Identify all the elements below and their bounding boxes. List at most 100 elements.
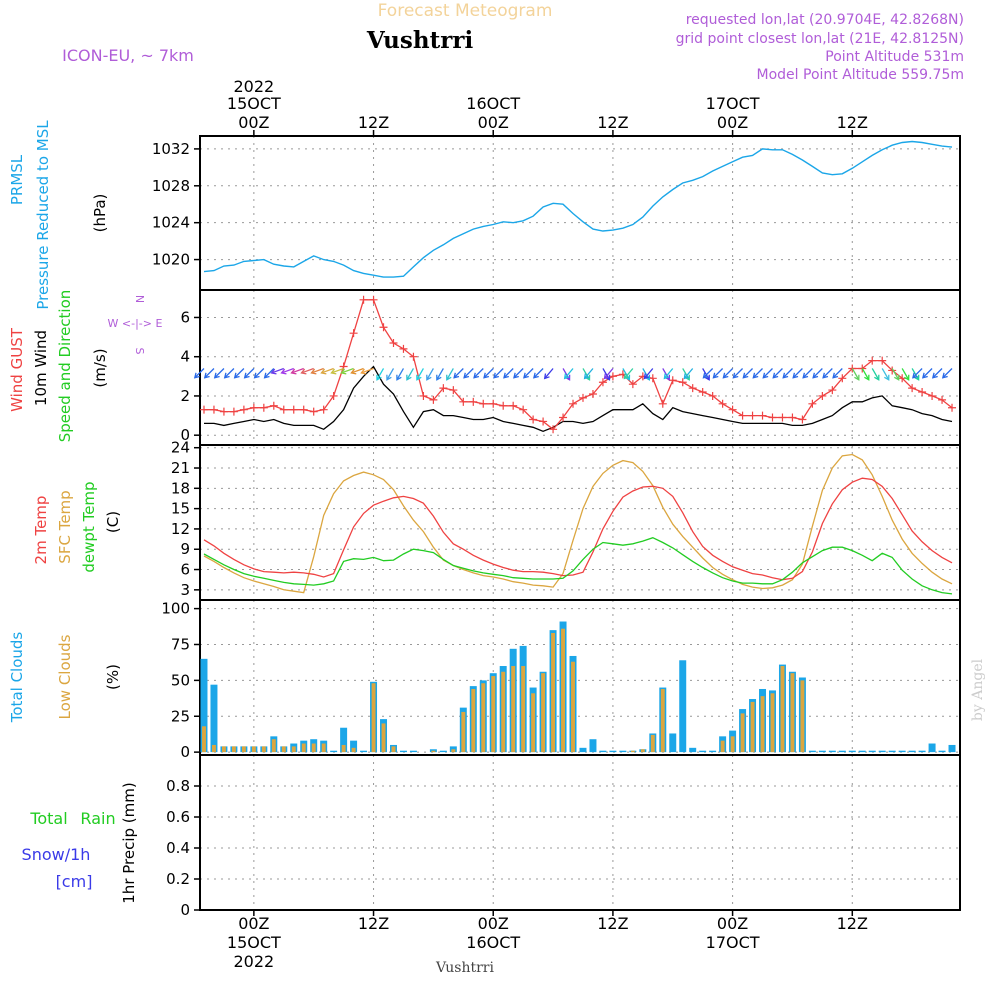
gust-marker (598, 378, 607, 387)
wind-direction-arrow (832, 368, 843, 379)
precip-label-total: Total (29, 809, 67, 828)
wind-direction-arrowhead (406, 374, 412, 381)
low-cloud-bar (351, 747, 356, 753)
gust-marker (798, 415, 807, 424)
wind-direction-arrowhead (350, 368, 357, 375)
top-hour-label: 12Z (358, 113, 389, 132)
low-cloud-bar (212, 744, 216, 753)
wind-direction-arrow (643, 368, 654, 379)
precip-label-snow: Snow/1h (22, 845, 91, 864)
pressure-label-1: PRMSL (8, 154, 26, 205)
wind-direction-arrow (204, 368, 215, 379)
low-cloud-bar (800, 680, 805, 753)
wind-direction-arrow (523, 368, 534, 379)
y-tick-label: 18 (171, 479, 190, 497)
wind-direction-arrowhead (386, 374, 392, 381)
low-cloud-bar (571, 661, 575, 753)
gust-marker (509, 401, 518, 410)
wind-direction-arrow (712, 368, 724, 379)
total-cloud-bar (818, 750, 826, 753)
low-cloud-bar (202, 726, 206, 753)
gust-marker (539, 417, 548, 426)
wind-direction-arrowhead (223, 372, 230, 379)
low-cloud-bar (251, 746, 256, 753)
bottom-day-label: 17OCT (706, 933, 760, 952)
wind-direction-arrow (406, 368, 415, 381)
total-cloud-bar (669, 733, 677, 753)
wind-direction-arrow (483, 368, 494, 379)
gust-marker (918, 388, 927, 397)
wind-direction-arrowhead (712, 372, 719, 379)
wind-direction-arrowhead (663, 373, 670, 380)
y-tick-label: 0 (180, 901, 190, 919)
top-day-label: 16OCT (466, 94, 520, 113)
gust-marker (778, 413, 787, 422)
low-cloud-bar (531, 693, 536, 753)
gust-marker (748, 411, 757, 420)
gust-marker (499, 401, 508, 410)
low-cloud-bar (321, 743, 326, 753)
total-cloud-bar (918, 750, 926, 753)
total-cloud-bar (928, 743, 936, 753)
wind-direction-arrow (264, 368, 275, 379)
top-hour-label: 00Z (717, 113, 748, 132)
total-cloud-bar (689, 747, 697, 753)
wind-direction-arrowhead (941, 372, 948, 379)
y-tick-label: 1024 (152, 214, 190, 232)
gust-marker (738, 411, 747, 420)
y-tick-label: 0 (180, 743, 190, 761)
top-day-label: 15OCT (227, 94, 281, 113)
gust-marker (429, 395, 438, 404)
wind-direction-arrow (901, 368, 910, 381)
wind-direction-arrow (702, 368, 714, 379)
wind-direction-arrowhead (702, 372, 709, 379)
gust-marker (549, 425, 558, 434)
wind-direction-arrowhead (543, 373, 550, 380)
wind-direction-arrowhead (603, 373, 610, 380)
total-cloud-bar (898, 750, 906, 753)
gust-marker (439, 384, 448, 393)
gust-marker (409, 352, 418, 361)
wind-speed-line (204, 365, 953, 433)
low-cloud-bar (221, 746, 226, 753)
total-cloud-bar (679, 660, 687, 753)
wind-direction-arrow (732, 368, 744, 379)
wind-direction-arrow (544, 368, 554, 379)
credit-watermark: by Angel (970, 658, 986, 721)
wind-direction-arrowhead (912, 372, 918, 379)
low-cloud-bar (451, 749, 456, 753)
wind-direction-arrow (604, 368, 614, 379)
total-cloud-bar (619, 750, 627, 753)
wind-direction-arrowhead (310, 368, 317, 375)
bottom-hour-label: 12Z (358, 914, 389, 933)
total-cloud-bar (360, 750, 368, 753)
wind-direction-arrowhead (864, 374, 870, 381)
wind-direction-arrowhead (913, 374, 920, 381)
gust-marker (658, 399, 667, 408)
gust-marker (608, 372, 617, 381)
wind-direction-arrowhead (921, 372, 928, 379)
footer-location: Vushtrri (435, 960, 494, 976)
gust-marker (219, 407, 228, 416)
y-tick-label: 9 (180, 540, 190, 558)
gust-marker (948, 403, 957, 412)
compass-west-east: W <-|-> E (108, 317, 163, 330)
wind-direction-arrow (416, 368, 424, 381)
total-cloud-bar (838, 750, 846, 753)
wind-direction-arrow (321, 367, 334, 374)
wind-direction-arrow (662, 368, 670, 381)
gust-marker (668, 376, 677, 385)
wind-direction-arrowhead (493, 372, 500, 379)
gust-marker (938, 395, 947, 404)
wind-direction-arrowhead (874, 374, 880, 381)
low-cloud-bar (650, 734, 655, 753)
y-tick-label: 0.4 (166, 839, 190, 857)
gust-marker (808, 399, 817, 408)
wind-direction-arrow (851, 368, 860, 381)
gust-marker (878, 356, 887, 365)
pressure-unit: (hPa) (91, 194, 109, 233)
temp-unit: (C) (104, 511, 122, 533)
gust-marker (289, 405, 298, 414)
total-cloud-bar (848, 750, 856, 753)
